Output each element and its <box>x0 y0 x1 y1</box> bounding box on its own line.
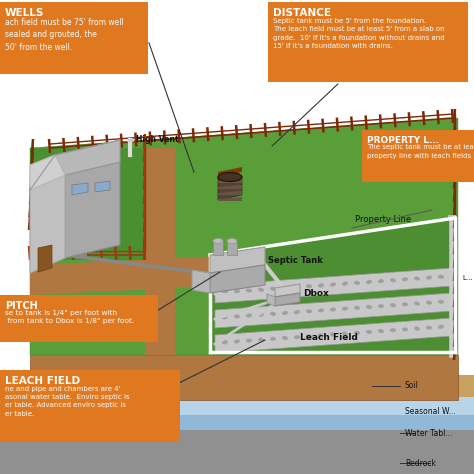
Polygon shape <box>215 268 452 303</box>
Ellipse shape <box>234 314 240 319</box>
Polygon shape <box>0 295 158 342</box>
Text: ne and pipe and chambers are 4'
asonal water table.  Enviro septic is
er table. : ne and pipe and chambers are 4' asonal w… <box>5 385 129 417</box>
Ellipse shape <box>366 305 372 309</box>
Polygon shape <box>362 130 474 182</box>
Ellipse shape <box>438 325 444 329</box>
Ellipse shape <box>342 282 348 286</box>
Text: The septic tank must be at leas...
property line with leach fields be...: The septic tank must be at leas... prope… <box>367 145 474 159</box>
Polygon shape <box>0 415 474 430</box>
Ellipse shape <box>234 290 240 293</box>
Ellipse shape <box>390 278 396 282</box>
Ellipse shape <box>222 315 228 319</box>
Ellipse shape <box>354 281 360 285</box>
Polygon shape <box>0 375 474 397</box>
Polygon shape <box>218 167 242 177</box>
Ellipse shape <box>330 283 336 287</box>
Ellipse shape <box>294 285 300 289</box>
Polygon shape <box>210 265 265 293</box>
Ellipse shape <box>318 333 324 337</box>
Text: Property Line: Property Line <box>355 215 411 224</box>
Ellipse shape <box>342 307 348 311</box>
Polygon shape <box>215 293 452 328</box>
Text: DISTANCE: DISTANCE <box>273 8 331 18</box>
Polygon shape <box>268 2 468 82</box>
Ellipse shape <box>426 326 432 330</box>
Ellipse shape <box>414 276 420 281</box>
Polygon shape <box>210 247 265 273</box>
Ellipse shape <box>438 275 444 279</box>
Ellipse shape <box>282 336 288 340</box>
Text: Bedrock: Bedrock <box>405 458 436 467</box>
Polygon shape <box>55 140 120 175</box>
Polygon shape <box>213 241 223 255</box>
Ellipse shape <box>258 313 264 317</box>
Ellipse shape <box>390 303 396 307</box>
Polygon shape <box>218 177 242 200</box>
Ellipse shape <box>378 279 384 283</box>
Ellipse shape <box>246 338 252 343</box>
Ellipse shape <box>282 286 288 290</box>
Ellipse shape <box>330 333 336 337</box>
Text: Water Tabl...: Water Tabl... <box>405 428 453 438</box>
Text: High Vent: High Vent <box>136 136 179 145</box>
Ellipse shape <box>270 312 276 316</box>
Text: Septic tank must be 5' from the foundation.
The leach field must be at least 5' : Septic tank must be 5' from the foundati… <box>273 18 445 49</box>
Polygon shape <box>218 179 242 183</box>
Polygon shape <box>218 197 242 201</box>
Ellipse shape <box>366 280 372 284</box>
Polygon shape <box>275 293 300 306</box>
Text: PITCH: PITCH <box>5 301 38 311</box>
Polygon shape <box>72 183 88 195</box>
Polygon shape <box>218 191 242 195</box>
Text: ach field must be 75' from well
sealed and grouted, the
50' from the well.: ach field must be 75' from well sealed a… <box>5 18 124 52</box>
Ellipse shape <box>414 327 420 330</box>
Polygon shape <box>55 237 67 243</box>
Ellipse shape <box>306 284 312 288</box>
Polygon shape <box>75 252 87 258</box>
Text: Leach Field: Leach Field <box>300 333 358 342</box>
Polygon shape <box>448 215 456 218</box>
Polygon shape <box>92 245 104 251</box>
Text: WELLS: WELLS <box>5 8 45 18</box>
Ellipse shape <box>426 276 432 280</box>
Polygon shape <box>0 2 148 74</box>
Polygon shape <box>30 118 458 355</box>
Polygon shape <box>38 245 52 272</box>
Ellipse shape <box>378 304 384 308</box>
Polygon shape <box>30 355 458 400</box>
Ellipse shape <box>282 311 288 315</box>
Ellipse shape <box>234 339 240 344</box>
Ellipse shape <box>218 173 242 182</box>
Polygon shape <box>55 249 67 255</box>
Polygon shape <box>275 284 300 297</box>
Ellipse shape <box>227 238 237 244</box>
Polygon shape <box>30 245 458 295</box>
Polygon shape <box>95 181 110 192</box>
Text: Dbox: Dbox <box>303 289 329 298</box>
Ellipse shape <box>330 308 336 311</box>
Ellipse shape <box>318 308 324 312</box>
Ellipse shape <box>294 335 300 339</box>
Ellipse shape <box>438 300 444 304</box>
Ellipse shape <box>342 331 348 336</box>
Polygon shape <box>75 241 87 247</box>
Ellipse shape <box>318 283 324 287</box>
Ellipse shape <box>378 329 384 333</box>
Polygon shape <box>30 155 65 190</box>
Text: LEACH FIELD: LEACH FIELD <box>5 376 80 386</box>
Ellipse shape <box>294 310 300 314</box>
Polygon shape <box>0 430 474 474</box>
Ellipse shape <box>222 340 228 345</box>
Ellipse shape <box>354 306 360 310</box>
Polygon shape <box>145 148 175 355</box>
Ellipse shape <box>213 238 223 244</box>
Polygon shape <box>215 318 452 353</box>
Polygon shape <box>210 218 455 352</box>
Text: Septic Tank: Septic Tank <box>268 256 323 265</box>
Polygon shape <box>0 370 180 442</box>
Polygon shape <box>218 185 242 189</box>
Ellipse shape <box>222 290 228 294</box>
Text: Soil: Soil <box>405 382 419 391</box>
Ellipse shape <box>402 328 408 331</box>
